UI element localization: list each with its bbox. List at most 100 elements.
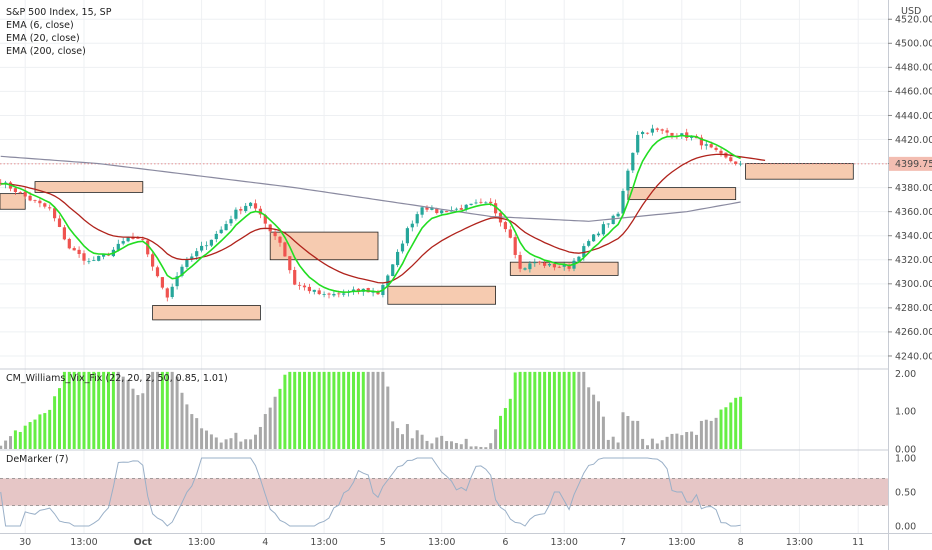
vix-fix-bar [327, 371, 331, 449]
vix-fix-bar [190, 414, 194, 449]
vix-fix-bar [224, 439, 228, 449]
vix-fix-bar [538, 371, 542, 449]
vix-fix-bar [719, 409, 723, 449]
candle-body [479, 201, 483, 203]
candle-body [469, 203, 473, 205]
candle-body [33, 200, 37, 201]
candle-body [77, 249, 81, 255]
vix-fix-bar [160, 371, 164, 449]
candle-body [518, 255, 522, 269]
vix-fix-bar [543, 371, 547, 449]
last-price-label: 4399.75 [895, 159, 932, 170]
demarker-pane [0, 449, 888, 527]
vix-fix-bar [239, 441, 243, 449]
vix-fix-bar [729, 402, 733, 449]
candle-body [141, 239, 145, 240]
candle-body [278, 236, 282, 243]
time-tick-label: Oct [134, 537, 153, 548]
candle-body [200, 245, 204, 251]
vix-fix-bar [440, 435, 444, 449]
candle-body [611, 215, 615, 224]
vix-fix-bar [97, 371, 101, 449]
vix-fix-bar [636, 420, 640, 449]
vix-fix-bar [111, 371, 115, 449]
vix-fix-bar [229, 438, 233, 449]
vix-fix-bar [454, 443, 458, 449]
candle-body [596, 233, 601, 236]
price-tick-label: 4500.00 [895, 39, 932, 50]
vix-fix-bar [714, 417, 718, 449]
candle-body [82, 253, 86, 261]
vix-fix-bar [552, 371, 556, 449]
vix-fix-bar [4, 440, 8, 449]
candle-body [298, 284, 302, 286]
price-tick-label: 4480.00 [895, 63, 932, 74]
vix-fix-bar [734, 397, 738, 449]
candle-body [729, 157, 733, 162]
vix-fix-bar [670, 433, 674, 449]
vix-fix-bar [415, 430, 419, 449]
chart-title: S&P 500 Index, 15, SP [6, 7, 112, 18]
vix-fix-bar [293, 371, 297, 449]
candle-body [288, 256, 292, 271]
vix-fix-bar [347, 371, 351, 449]
candle-body [552, 263, 556, 268]
candle-body [195, 251, 199, 257]
vix-fix-bar [621, 412, 625, 449]
candle-body [322, 294, 326, 295]
demarker-line [0, 457, 741, 527]
candle-body [464, 204, 468, 209]
vix-fix-bar [435, 437, 439, 449]
vix-fix-bar [82, 371, 86, 449]
candle-body [126, 237, 130, 242]
candle-body [72, 248, 76, 251]
vix-fix-bar [121, 376, 125, 449]
demarker-tick-label: 0.50 [895, 487, 916, 498]
candle-body [704, 144, 708, 146]
vix-fix-bar [175, 376, 179, 449]
price-tick-label: 4360.00 [895, 207, 932, 218]
vix-fix-bar [356, 371, 360, 449]
vix-fix-bar [489, 443, 493, 449]
price-tick-label: 4460.00 [895, 87, 932, 98]
vix-fix-tick-label: 0.00 [895, 444, 916, 455]
vix-fix-bar [704, 419, 708, 449]
candle-body [621, 190, 625, 214]
price-tick-label: 4340.00 [895, 231, 932, 242]
candle-body [214, 233, 218, 240]
candle-body [170, 286, 174, 298]
vix-fix-bar [626, 416, 630, 449]
candle-body [175, 276, 179, 287]
vix-fix-bar [317, 371, 321, 449]
candle-body [151, 254, 155, 267]
candle-body [62, 227, 66, 240]
ema-6-line [0, 134, 741, 294]
vix-fix-bar [9, 436, 12, 449]
vix-fix-bar [126, 379, 130, 449]
candle-body [273, 232, 277, 237]
vix-fix-bar [386, 386, 390, 449]
vix-fix-bar [401, 434, 404, 449]
candle-body [180, 266, 184, 276]
price-tick-label: 4440.00 [895, 111, 932, 122]
vix-fix-bar [641, 438, 645, 449]
candle-body [371, 291, 375, 293]
candle-body [440, 210, 444, 214]
candle-body [312, 289, 316, 292]
price-tick-label: 4300.00 [895, 279, 932, 290]
candle-body [249, 202, 253, 207]
vix-fix-bar [58, 388, 61, 449]
vix-fix-bar [273, 396, 277, 449]
vix-fix-bar [38, 414, 42, 449]
candle-body [494, 203, 498, 214]
vix-fix-bar [268, 407, 272, 449]
candle-body [356, 288, 360, 292]
legend-ema-20: EMA (20, close) [6, 33, 80, 44]
candle-body [709, 144, 713, 148]
vix-fix-bar [131, 388, 135, 449]
ema-layer [0, 134, 766, 294]
vix-fix-bar [62, 371, 66, 449]
candle-body [420, 207, 424, 215]
vix-fix-bar [474, 446, 478, 449]
